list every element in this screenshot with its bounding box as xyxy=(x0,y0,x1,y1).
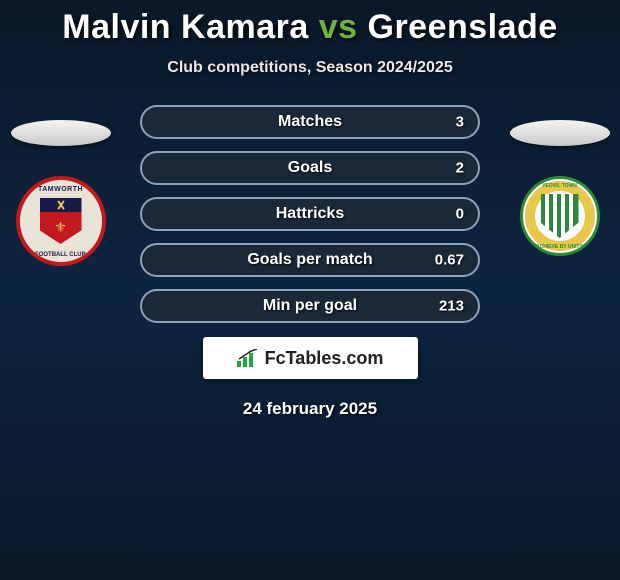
stat-label: Goals xyxy=(288,159,332,177)
player1-name: Malvin Kamara xyxy=(62,8,309,46)
stat-right-value: 2 xyxy=(456,160,464,177)
stat-row-mpg: Min per goal 213 xyxy=(140,289,480,323)
club-left-shield: ⚜ xyxy=(40,198,82,244)
stat-label: Matches xyxy=(278,113,342,131)
stat-label: Goals per match xyxy=(247,251,372,269)
page-title: Malvin Kamara vs Greenslade xyxy=(0,8,620,47)
club-right-crest: YEOVIL TOWN ACHIEVE BY UNITY xyxy=(520,176,600,256)
stat-right-value: 213 xyxy=(439,298,464,315)
club-left-box: TAMWORTH ⚜ FOOTBALL CLUB xyxy=(8,120,113,266)
stat-row-goals: Goals 2 xyxy=(140,151,480,185)
club-left-crest: TAMWORTH ⚜ FOOTBALL CLUB xyxy=(16,176,106,266)
player2-placeholder xyxy=(510,120,610,146)
stat-row-gpm: Goals per match 0.67 xyxy=(140,243,480,277)
subtitle: Club competitions, Season 2024/2025 xyxy=(0,59,620,77)
club-left-top-text: TAMWORTH xyxy=(20,186,102,193)
stat-label: Hattricks xyxy=(276,205,344,223)
date-text: 24 february 2025 xyxy=(0,399,620,419)
branding-box: FcTables.com xyxy=(203,337,418,379)
stat-right-value: 0 xyxy=(456,206,464,223)
infographic-container: Malvin Kamara vs Greenslade Club competi… xyxy=(0,0,620,580)
stat-row-matches: Matches 3 xyxy=(140,105,480,139)
chart-icon xyxy=(237,349,259,367)
vs-text: vs xyxy=(319,8,358,46)
branding-text: FcTables.com xyxy=(265,348,384,369)
player1-placeholder xyxy=(11,120,111,146)
club-right-bottom-text: ACHIEVE BY UNITY xyxy=(523,244,597,250)
club-left-bottom-text: FOOTBALL CLUB xyxy=(20,252,102,258)
stat-label: Min per goal xyxy=(263,297,357,315)
player2-name: Greenslade xyxy=(368,8,558,46)
stat-row-hattricks: Hattricks 0 xyxy=(140,197,480,231)
stat-right-value: 0.67 xyxy=(435,252,464,269)
club-right-top-text: YEOVIL TOWN xyxy=(523,183,597,189)
stat-right-value: 3 xyxy=(456,114,464,131)
club-right-box: YEOVIL TOWN ACHIEVE BY UNITY xyxy=(507,120,612,256)
